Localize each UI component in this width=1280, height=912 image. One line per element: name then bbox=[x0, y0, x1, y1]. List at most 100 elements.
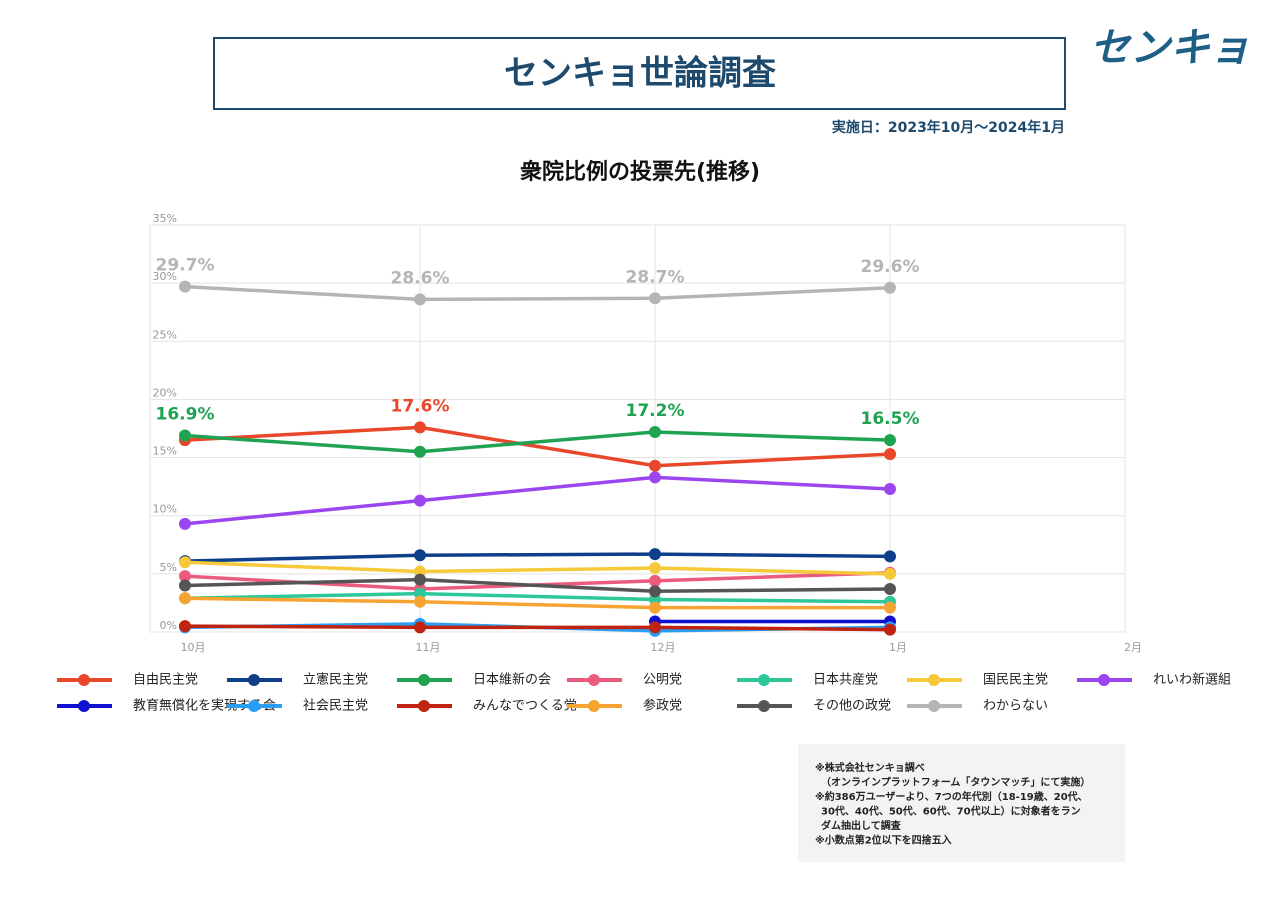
series-line bbox=[184, 560, 891, 576]
point bbox=[884, 550, 896, 563]
point bbox=[884, 567, 896, 580]
point bbox=[179, 579, 191, 592]
point bbox=[649, 562, 661, 575]
legend-marker bbox=[78, 700, 90, 712]
point bbox=[884, 434, 896, 447]
note-line: ※小数点第2位以下を四捨五入 bbox=[815, 834, 952, 847]
point bbox=[649, 601, 661, 614]
y-tick-label: 35% bbox=[153, 212, 177, 225]
legend-marker bbox=[248, 700, 260, 712]
point bbox=[414, 445, 426, 458]
note-line: （オンラインプラットフォーム「タウンマッチ」にて実施） bbox=[821, 776, 1090, 789]
y-tick-label: 5% bbox=[160, 561, 177, 574]
value-label: 28.7% bbox=[626, 267, 685, 287]
x-tick-label: 12月 bbox=[651, 641, 676, 654]
value-label: 17.6% bbox=[391, 396, 450, 416]
point bbox=[649, 459, 661, 472]
point bbox=[414, 293, 426, 306]
y-tick-label: 15% bbox=[153, 445, 177, 458]
series-line bbox=[184, 596, 890, 610]
notes-box bbox=[798, 744, 1125, 862]
point bbox=[884, 582, 896, 595]
point bbox=[179, 570, 191, 583]
series-line bbox=[184, 425, 891, 468]
legend-marker bbox=[588, 700, 600, 712]
point bbox=[414, 621, 426, 634]
legend-marker bbox=[418, 674, 430, 686]
point bbox=[649, 548, 661, 561]
value-label: 16.9% bbox=[156, 404, 215, 424]
note-line: ダム抽出して調査 bbox=[821, 819, 902, 832]
header-title: センキョ世論調査 bbox=[504, 54, 776, 94]
series-line bbox=[184, 577, 891, 594]
note-line: ※約386万ユーザーより、7つの年代別（18-19歳、20代、 bbox=[815, 790, 1088, 803]
note-line: ※株式会社センキョ調べ bbox=[815, 761, 925, 774]
point bbox=[179, 620, 191, 633]
note-line: 30代、40代、50代、60代、70代以上）に対象者をラン bbox=[821, 805, 1081, 818]
x-tick-label: 11月 bbox=[416, 641, 441, 654]
y-tick-label: 0% bbox=[160, 619, 177, 632]
legend-label: 教育無償化を実現する会 bbox=[133, 698, 276, 714]
legend-label: 日本共産党 bbox=[813, 672, 878, 688]
legend-label: 国民民主党 bbox=[983, 673, 1048, 688]
series-line bbox=[184, 475, 891, 526]
x-tick-label: 1月 bbox=[889, 641, 907, 654]
point bbox=[649, 574, 661, 587]
point bbox=[179, 592, 191, 605]
value-label: 29.7% bbox=[156, 256, 215, 276]
point bbox=[884, 601, 896, 614]
legend-label: 立憲民主党 bbox=[303, 672, 368, 688]
point bbox=[414, 421, 426, 434]
y-tick-label: 30% bbox=[153, 270, 177, 283]
point bbox=[884, 448, 896, 461]
legend-label: 公明党 bbox=[643, 673, 682, 688]
value-label: 16.5% bbox=[861, 409, 920, 429]
value-label: 17.2% bbox=[626, 401, 685, 421]
legend-marker bbox=[418, 700, 430, 712]
y-tick-label: 10% bbox=[153, 503, 177, 516]
legend-marker bbox=[1098, 674, 1110, 686]
legend-marker bbox=[928, 674, 940, 686]
point bbox=[179, 280, 191, 293]
value-label: 28.6% bbox=[391, 268, 450, 288]
series-line bbox=[184, 284, 891, 302]
legend-marker bbox=[588, 674, 600, 686]
point bbox=[649, 425, 661, 438]
series-line bbox=[184, 552, 891, 563]
legend-label: その他の政党 bbox=[813, 699, 891, 714]
series-line bbox=[184, 591, 891, 604]
point bbox=[884, 623, 896, 636]
point bbox=[414, 549, 426, 562]
legend-marker bbox=[758, 674, 770, 686]
y-tick-label: 25% bbox=[153, 328, 177, 341]
point bbox=[179, 556, 191, 569]
point bbox=[414, 573, 426, 586]
legend-label: 社会民主党 bbox=[303, 698, 368, 714]
y-tick-label: 20% bbox=[153, 386, 177, 399]
point bbox=[649, 471, 661, 484]
chart-title: 衆院比例の投票先(推移) bbox=[520, 159, 760, 185]
point bbox=[649, 292, 661, 305]
series-line bbox=[184, 430, 891, 454]
x-tick-label: 2月 bbox=[1124, 641, 1142, 654]
legend-label: わからない bbox=[983, 699, 1048, 714]
point bbox=[414, 595, 426, 608]
legend-marker bbox=[248, 674, 260, 686]
point bbox=[179, 517, 191, 530]
point bbox=[414, 494, 426, 507]
point bbox=[649, 585, 661, 598]
legend-label: れいわ新選組 bbox=[1153, 672, 1231, 688]
logo: センキョ bbox=[1090, 25, 1250, 71]
series-line bbox=[184, 624, 891, 632]
header-frame bbox=[213, 37, 1066, 110]
x-tick-label: 10月 bbox=[181, 641, 206, 654]
legend-marker bbox=[78, 674, 90, 686]
point bbox=[179, 429, 191, 442]
value-label: 29.6% bbox=[861, 257, 920, 277]
legend-marker bbox=[758, 700, 770, 712]
point bbox=[649, 621, 661, 634]
survey-date: 実施日：2023年10月～2024年1月 bbox=[832, 119, 1065, 136]
point bbox=[884, 281, 896, 294]
legend-label: みんなでつくる党 bbox=[473, 699, 577, 714]
